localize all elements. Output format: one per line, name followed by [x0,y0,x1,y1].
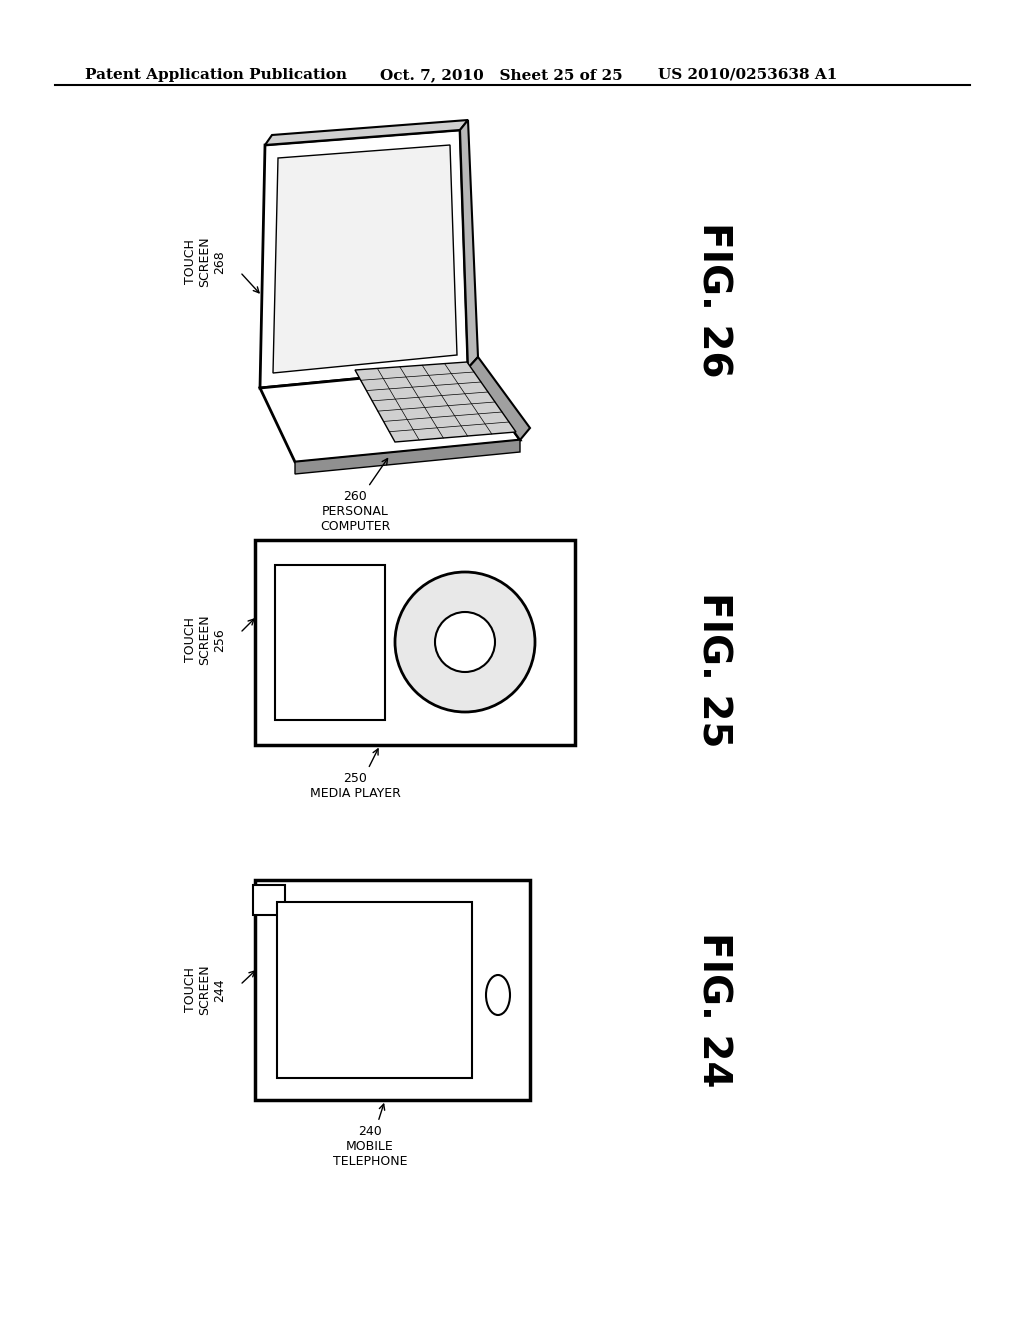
Text: Patent Application Publication: Patent Application Publication [85,69,347,82]
Text: TOUCH
SCREEN
256: TOUCH SCREEN 256 [183,615,226,665]
Text: 260
PERSONAL
COMPUTER: 260 PERSONAL COMPUTER [319,490,390,533]
Polygon shape [355,362,516,442]
Text: FIG. 25: FIG. 25 [695,593,733,747]
Text: FIG. 26: FIG. 26 [695,222,733,378]
Bar [275,565,385,719]
Polygon shape [265,120,468,145]
Text: FIG. 24: FIG. 24 [695,932,733,1088]
Text: 240
MOBILE
TELEPHONE: 240 MOBILE TELEPHONE [333,1125,408,1168]
Polygon shape [260,368,520,462]
Text: US 2010/0253638 A1: US 2010/0253638 A1 [658,69,838,82]
Polygon shape [273,145,457,374]
Text: 250
MEDIA PLAYER: 250 MEDIA PLAYER [309,772,400,800]
Polygon shape [260,129,468,388]
Ellipse shape [486,975,510,1015]
Polygon shape [468,356,530,440]
Text: TOUCH
SCREEN
244: TOUCH SCREEN 244 [183,965,226,1015]
Bar [255,880,530,1100]
Circle shape [435,612,495,672]
Bar [278,902,472,1078]
Bar [255,540,575,744]
Polygon shape [295,440,520,474]
Bar [253,884,285,915]
Circle shape [395,572,535,711]
Text: Oct. 7, 2010   Sheet 25 of 25: Oct. 7, 2010 Sheet 25 of 25 [380,69,623,82]
Text: TOUCH
SCREEN
268: TOUCH SCREEN 268 [183,236,226,288]
Polygon shape [460,120,478,368]
